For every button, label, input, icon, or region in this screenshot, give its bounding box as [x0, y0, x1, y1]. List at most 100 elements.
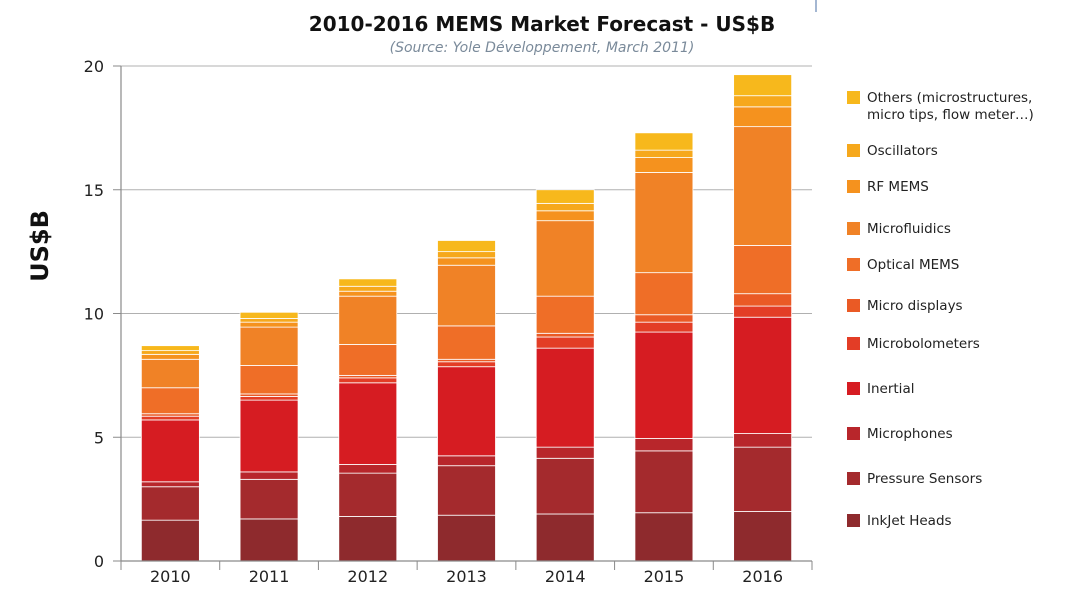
bar-segment [437, 465, 496, 516]
bar-segment [535, 189, 595, 204]
bar-segment [733, 446, 793, 512]
bar-segment [437, 240, 496, 253]
legend-label: Others (microstructures, [867, 90, 1032, 106]
y-axis-label: US$B [26, 210, 54, 282]
bar-segment [239, 471, 299, 480]
bar-segment [437, 257, 496, 266]
axes: 0 5 10 15 20 2010 2011 2012 2013 2014 2015 2016 [84, 57, 813, 586]
legend-label: RF MEMS [867, 179, 929, 195]
bar-segment [239, 321, 299, 328]
bar-segment [239, 396, 299, 401]
bar-segment [634, 512, 694, 562]
bar-segment [733, 126, 793, 246]
bar-segment [733, 74, 793, 97]
bar-segment [239, 399, 299, 473]
bar-segment [338, 285, 398, 292]
legend-swatch [847, 382, 860, 395]
bar-segment [338, 295, 398, 345]
bar-segment [239, 311, 299, 319]
legend-swatch [847, 144, 860, 157]
bar-segment [634, 438, 694, 452]
bar-segment [733, 511, 793, 562]
bar-segment [338, 377, 398, 384]
bar-segment [338, 278, 398, 287]
bar-segment [239, 478, 299, 520]
bar-segment [338, 516, 398, 562]
x-tick-label: 2011 [249, 567, 290, 586]
legend-swatch [847, 337, 860, 350]
bar-segment [338, 464, 398, 474]
bars [140, 74, 793, 562]
y-tick-label: 10 [84, 305, 104, 324]
bar-segment [140, 519, 200, 562]
bar-segment [338, 290, 398, 297]
legend-swatch [847, 180, 860, 193]
bar-segment [634, 272, 694, 316]
legend-label: Microbolometers [867, 336, 980, 352]
bar-segment [535, 513, 595, 562]
legend-label: Oscillators [867, 143, 938, 159]
legend-label: Microfluidics [867, 221, 951, 237]
x-tick-label: 2014 [545, 567, 586, 586]
y-tick-label: 0 [94, 552, 104, 571]
bar-segment [535, 347, 595, 448]
bar-segment [634, 450, 694, 514]
bar-segment [437, 361, 496, 368]
bar-segment [733, 433, 793, 448]
bar-segment [634, 321, 694, 333]
legend: Others (microstructures,micro tips, flow… [847, 90, 1034, 529]
bar-segment [634, 132, 694, 151]
bar-segment [140, 419, 200, 483]
legend-swatch [847, 514, 860, 527]
bar-segment [338, 344, 398, 376]
x-tick-label: 2012 [347, 567, 388, 586]
legend-swatch [847, 299, 860, 312]
x-tick-label: 2013 [446, 567, 487, 586]
bar-segment [535, 295, 595, 334]
bar-segment [437, 514, 496, 562]
bar-segment [437, 264, 496, 327]
bar-segment [437, 366, 496, 457]
legend-label: Inertial [867, 381, 914, 397]
bar-segment [140, 350, 200, 355]
bar-segment [239, 326, 299, 366]
legend-label: micro tips, flow meter…) [867, 107, 1034, 123]
bar-segment [535, 336, 595, 349]
bar-segment [140, 415, 200, 421]
y-tick-label: 15 [84, 181, 104, 200]
legend-label: InkJet Heads [867, 513, 952, 529]
bar-segment [338, 472, 398, 517]
bar-segment [338, 382, 398, 465]
legend-swatch [847, 222, 860, 235]
bar-segment [535, 446, 595, 459]
bar-segment [733, 316, 793, 434]
y-tick-label: 5 [94, 428, 104, 447]
bar-segment [535, 457, 595, 515]
bar-segment [634, 314, 694, 323]
x-tick-label: 2010 [150, 567, 191, 586]
y-tick-label: 20 [84, 57, 104, 76]
bar-segment [239, 318, 299, 323]
bar-segment [733, 293, 793, 307]
bar-segment [634, 172, 694, 274]
bar-segment [140, 387, 200, 415]
bar-segment [140, 486, 200, 521]
bar-segment [535, 210, 595, 222]
legend-swatch [847, 258, 860, 271]
bar-segment [634, 331, 694, 439]
bar-segment [535, 220, 595, 297]
bar-segment [733, 245, 793, 295]
legend-label: Pressure Sensors [867, 471, 982, 487]
bar-segment [140, 358, 200, 389]
bar-segment [535, 202, 595, 212]
bar-segment [437, 251, 496, 259]
bar-segment [437, 455, 496, 467]
legend-swatch [847, 472, 860, 485]
x-tick-label: 2016 [742, 567, 783, 586]
bar-segment [634, 157, 694, 173]
bar-segment [140, 353, 200, 360]
chart-subtitle: (Source: Yole Développement, March 2011) [390, 40, 695, 56]
bar-segment [140, 345, 200, 352]
legend-label: Micro displays [867, 298, 963, 314]
